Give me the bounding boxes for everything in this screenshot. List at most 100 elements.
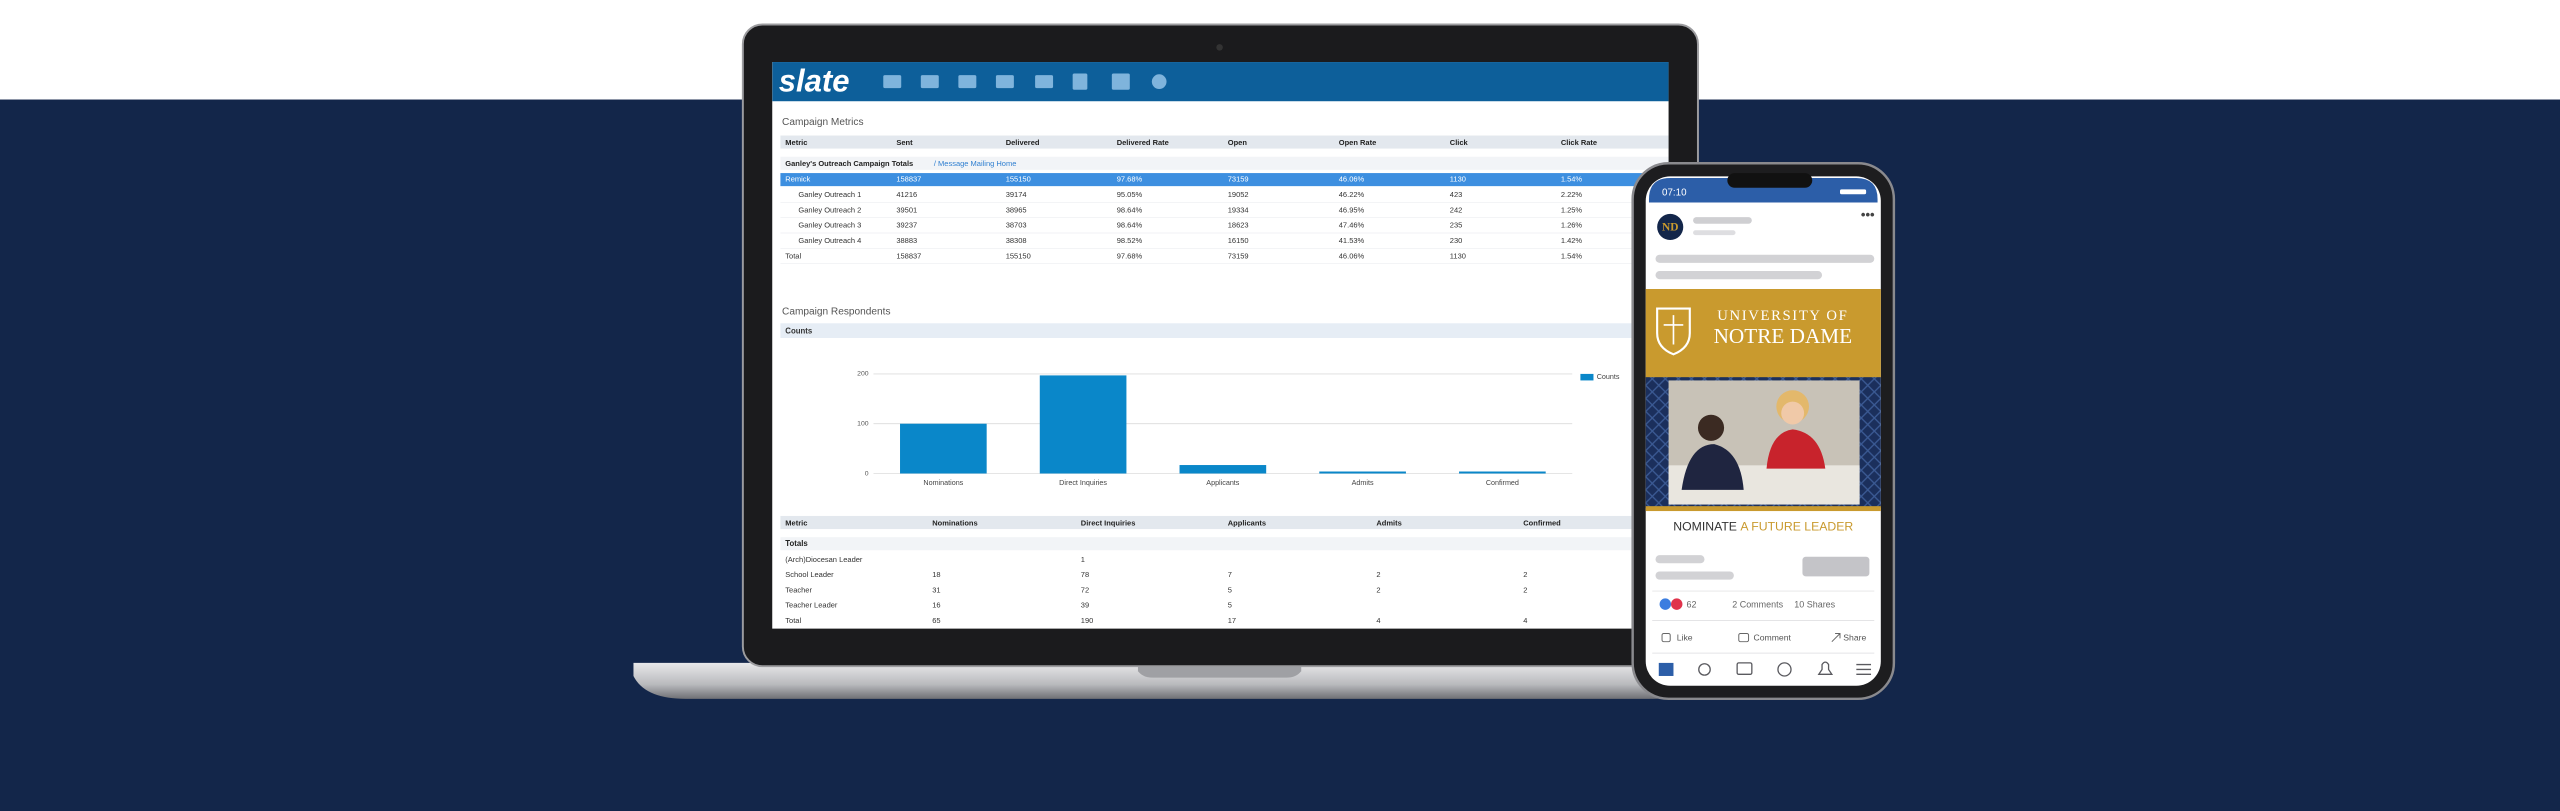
table-cell: Ganley Outreach 3: [798, 221, 861, 230]
y-tick-label: 100: [857, 421, 869, 428]
table-cell: 98.64%: [1117, 221, 1143, 230]
nav-notifications[interactable]: [1817, 661, 1834, 675]
action-button[interactable]: Share: [1843, 633, 1866, 643]
table-cell: 155150: [1006, 251, 1031, 260]
table-cell: 1.54%: [1561, 251, 1583, 260]
photo-teacher-body: [1766, 429, 1826, 469]
table-cell: 65: [932, 616, 940, 625]
comments-count[interactable]: 2 Comments: [1732, 599, 1783, 609]
share-icon: [1831, 633, 1841, 643]
column-header: Delivered: [1006, 138, 1040, 147]
y-tick-label: 200: [857, 371, 869, 378]
table-cell: 38703: [1006, 221, 1027, 230]
nav-menu[interactable]: [1856, 663, 1872, 675]
table-cell: Teacher: [785, 585, 812, 594]
table-cell: 190: [1081, 616, 1094, 625]
laptop-screen: [772, 62, 1669, 629]
shares-count[interactable]: 10 Shares: [1794, 599, 1835, 609]
table-cell: 2: [1523, 585, 1527, 594]
y-tick-label: 0: [865, 470, 869, 477]
group-row-bg: [780, 156, 1669, 170]
section-bar: [780, 323, 1669, 338]
like-icon: [1661, 633, 1671, 643]
table-cell: 41.53%: [1339, 236, 1365, 245]
laptop-base: [633, 662, 1712, 699]
table-cell: 18623: [1228, 221, 1249, 230]
bar: [1039, 375, 1127, 474]
photo-teacher-face: [1781, 401, 1805, 425]
group-label: Totals: [785, 539, 808, 548]
table-cell: 1.54%: [1561, 175, 1583, 184]
table-cell: Teacher Leader: [785, 601, 838, 610]
group-link[interactable]: / Message Mailing Home: [934, 159, 1017, 168]
phone-notch: [1727, 173, 1813, 188]
ad-banner: [1645, 289, 1881, 379]
placeholder: [1655, 555, 1705, 564]
app-header: [772, 62, 1669, 102]
nav-icon[interactable]: [1072, 73, 1088, 90]
column-header: Sent: [896, 138, 913, 147]
nav-icons: [883, 73, 1167, 90]
table-cell: 1: [1081, 555, 1085, 564]
table-cell: 242: [1450, 205, 1463, 214]
avatar-mark: ND: [1662, 221, 1678, 233]
table-cell: 95.05%: [1117, 190, 1143, 199]
page-avatar[interactable]: [1657, 213, 1684, 241]
table-cell: 19052: [1228, 190, 1249, 199]
table-cell: 19334: [1228, 205, 1249, 214]
table-cell: 97.68%: [1117, 251, 1143, 260]
photo-student-body: [1681, 444, 1744, 490]
group-label: Ganley's Outreach Campaign Totals: [785, 159, 913, 168]
nav-icon[interactable]: [1151, 74, 1167, 89]
column-header: Click Rate: [1561, 138, 1597, 147]
more-menu[interactable]: •••: [1861, 207, 1875, 222]
nav-icon[interactable]: [1035, 75, 1054, 89]
column-header: Direct Inquiries: [1081, 518, 1136, 527]
column-header: Delivered Rate: [1117, 138, 1169, 147]
table-cell: 98.64%: [1117, 205, 1143, 214]
group-row-bg: [780, 537, 1669, 551]
action-button[interactable]: Comment: [1753, 633, 1791, 643]
nav-icon[interactable]: [958, 75, 977, 89]
reaction-count: 62: [1687, 599, 1697, 609]
nav-profile[interactable]: [1777, 662, 1792, 677]
placeholder: [1655, 271, 1823, 280]
nav-icon[interactable]: [883, 75, 902, 89]
table-cell: School Leader: [785, 570, 834, 579]
brand-line: NOTRE DAME: [1714, 324, 1853, 348]
table-cell: 5: [1228, 585, 1232, 594]
table-cell: 46.22%: [1339, 190, 1365, 199]
table-cell: Total: [785, 616, 801, 625]
nav-icon[interactable]: [1111, 73, 1130, 90]
like-reaction: [1659, 598, 1672, 610]
table-cell: 72: [1081, 585, 1089, 594]
table-cell: 39174: [1006, 190, 1027, 199]
table-cell: 46.95%: [1339, 205, 1365, 214]
table-cell: 158837: [896, 175, 921, 184]
table-cell: 2: [1523, 570, 1527, 579]
nav-icon[interactable]: [995, 75, 1014, 89]
headline-pre: NOMINATE: [1673, 520, 1737, 534]
bar: [1179, 465, 1267, 474]
nav-home[interactable]: [1658, 662, 1674, 676]
table-cell: 39501: [896, 205, 917, 214]
bottom-nav: [1658, 661, 1872, 677]
bar-chart: 0 100 200 Nominations Direct Inquiries Applic…: [857, 371, 1620, 487]
table-cell: 97.68%: [1117, 175, 1143, 184]
action-button[interactable]: Like: [1677, 633, 1693, 643]
nav-icon[interactable]: [920, 75, 939, 89]
x-tick-label: Nominations: [923, 479, 963, 487]
column-header: Metric: [785, 138, 807, 147]
table-cell: 38883: [896, 236, 917, 245]
section-title: Campaign Metrics: [782, 117, 863, 128]
nav-watch[interactable]: [1736, 662, 1753, 675]
column-header: Confirmed: [1523, 518, 1561, 527]
status-icons: [1840, 189, 1867, 195]
nav-friends[interactable]: [1698, 663, 1711, 676]
table-cell: 4: [1376, 616, 1380, 625]
cta-button[interactable]: [1802, 556, 1870, 577]
shield-cross: [1663, 315, 1684, 345]
table-cell: 41216: [896, 190, 917, 199]
table-cell: Ganley Outreach 1: [798, 190, 861, 199]
